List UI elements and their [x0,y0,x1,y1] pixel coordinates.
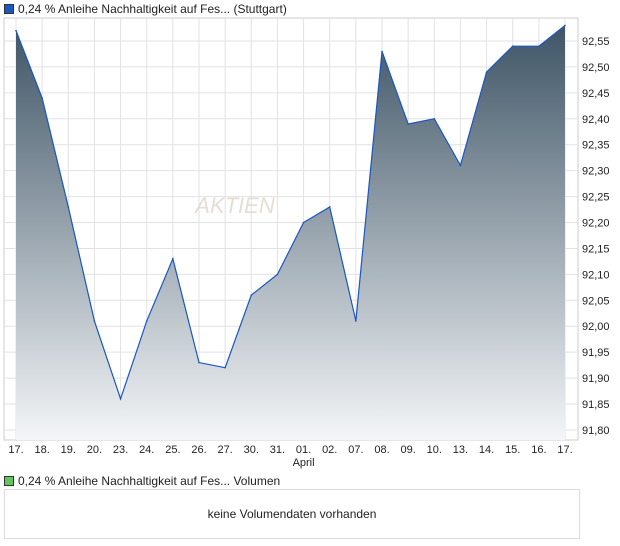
legend-label: 0,24 % Anleihe Nachhaltigkeit auf Fes...… [18,2,287,16]
y-tick-label: 92,50 [582,62,610,74]
legend-swatch [4,476,14,486]
x-tick-label: 01. [296,444,311,456]
data-point [538,45,540,47]
data-point [41,97,43,99]
x-tick-label: 25. [165,444,180,456]
volume-panel: keine Volumendaten vorhanden [4,489,580,539]
y-tick-label: 92,20 [582,218,610,230]
x-tick-label: 19. [61,444,76,456]
x-tick-label: 17. [8,444,23,456]
legend-swatch [4,4,14,14]
y-tick-label: 92,10 [582,269,610,281]
data-point [355,320,357,322]
y-tick-label: 91,80 [582,425,610,437]
data-point [302,221,305,224]
y-tick-label: 92,55 [582,36,610,48]
x-tick-label: 30. [244,444,259,456]
data-point [276,273,279,276]
x-tick-label: 02. [322,444,337,456]
y-tick-label: 92,25 [582,192,610,204]
x-tick-label: 27. [217,444,232,456]
data-point [93,320,96,322]
x-tick-label: 09. [400,444,415,456]
data-point [381,50,383,53]
volume-message: keine Volumendaten vorhanden [207,507,377,521]
x-tick-label: 16. [531,444,546,456]
y-tick-label: 92,40 [582,114,610,126]
price-area [16,25,565,441]
x-tick-label: 15. [505,444,520,456]
x-tick-label: 17. [557,444,572,456]
data-point [119,398,122,400]
main-legend: 0,24 % Anleihe Nachhaltigkeit auf Fes...… [4,2,287,16]
data-point [511,45,514,47]
x-tick-label: 13. [453,444,468,456]
data-point [145,320,148,322]
data-point [198,361,200,364]
data-point [433,117,436,120]
data-point [407,123,409,125]
x-tick-label: 08. [374,444,389,456]
x-tick-label: 20. [87,444,102,456]
y-tick-label: 91,90 [582,373,610,385]
volume-legend: 0,24 % Anleihe Nachhaltigkeit auf Fes...… [4,474,280,488]
x-tick-label: 26. [191,444,206,456]
data-point [67,206,70,208]
watermark: AKTIEN [193,193,275,218]
data-point [328,206,331,208]
data-point [564,24,566,27]
data-point [172,258,174,260]
y-tick-label: 92,15 [582,243,610,255]
data-point [250,294,253,296]
data-point [224,366,226,369]
x-tick-label: 07. [348,444,363,456]
y-tick-label: 91,85 [582,399,610,411]
legend-label: 0,24 % Anleihe Nachhaltigkeit auf Fes...… [18,474,281,488]
y-tick-label: 92,45 [582,88,610,100]
y-tick-label: 91,95 [582,347,610,359]
x-tick-label: 31. [270,444,285,456]
price-line [15,24,566,401]
x-tick-label: 14. [479,444,494,456]
y-tick-label: 92,05 [582,295,610,307]
y-tick-label: 92,35 [582,140,610,152]
x-tick-label: 24. [139,444,154,456]
month-label: April [293,457,315,469]
data-point [459,164,462,167]
price-chart: 17. 18. 19. 20. 23. 24. 25. 26. 27. 30. 31. 01.Apri… [3,17,610,469]
data-point [485,71,488,73]
y-tick-label: 92,30 [582,166,610,178]
data-point [15,29,17,32]
y-tick-label: 92,00 [582,321,610,333]
x-tick-label: 18. [34,444,49,456]
x-tick-label: 10. [427,444,442,456]
x-tick-label: 23. [113,444,128,456]
